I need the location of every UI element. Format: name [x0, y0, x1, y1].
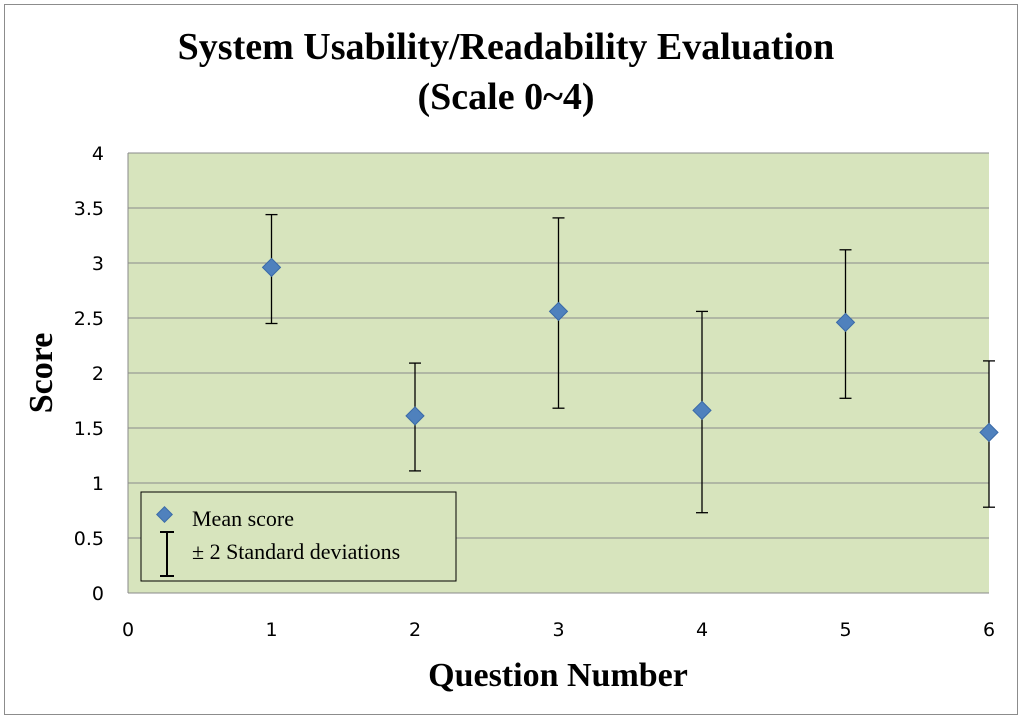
legend-label-mean: Mean score	[192, 506, 294, 531]
legend: Mean score ± 2 Standard deviations	[140, 491, 457, 582]
y-tick-label-4: 2	[92, 363, 104, 385]
x-tick-labels: 0 1 2 3 4 5 6	[122, 619, 995, 641]
mean-marker-6	[979, 422, 999, 443]
mean-marker-2	[405, 406, 425, 426]
mean-marker-3	[548, 301, 569, 322]
y-axis-title: Score	[23, 333, 60, 414]
legend-marker	[156, 506, 173, 523]
y-tick-labels: 0 0.5 1 1.5 2 2.5 3 3.5 4	[74, 143, 104, 605]
y-tick-label-0: 0	[92, 583, 104, 605]
mean-marker-1	[261, 257, 282, 278]
y-tick-label-6: 3	[92, 253, 104, 275]
mean-marker-5	[835, 312, 856, 333]
mean-markers	[261, 257, 999, 443]
x-tick-label-3: 3	[552, 619, 564, 641]
y-tick-label-7: 3.5	[74, 198, 104, 220]
y-tick-label-1: 0.5	[74, 528, 104, 550]
y-tick-label-3: 1.5	[74, 418, 104, 440]
x-axis-title: Question Number	[428, 657, 688, 694]
legend-box	[140, 491, 457, 582]
mean-marker-4	[692, 400, 712, 421]
y-tick-label-2: 1	[92, 473, 104, 495]
chart-title-line-2: (Scale 0~4)	[418, 76, 595, 118]
x-tick-label-6: 6	[983, 619, 995, 641]
y-tick-label-5: 2.5	[74, 308, 104, 330]
x-tick-label-5: 5	[839, 619, 851, 641]
x-tick-label-2: 2	[409, 619, 421, 641]
legend-label-errorbar: ± 2 Standard deviations	[192, 539, 400, 564]
x-tick-label-4: 4	[696, 619, 708, 641]
x-tick-label-1: 1	[265, 619, 277, 641]
x-tick-label-0: 0	[122, 619, 134, 641]
chart-title-line-1: System Usability/Readability Evaluation	[178, 26, 835, 68]
y-tick-label-8: 4	[92, 143, 104, 165]
